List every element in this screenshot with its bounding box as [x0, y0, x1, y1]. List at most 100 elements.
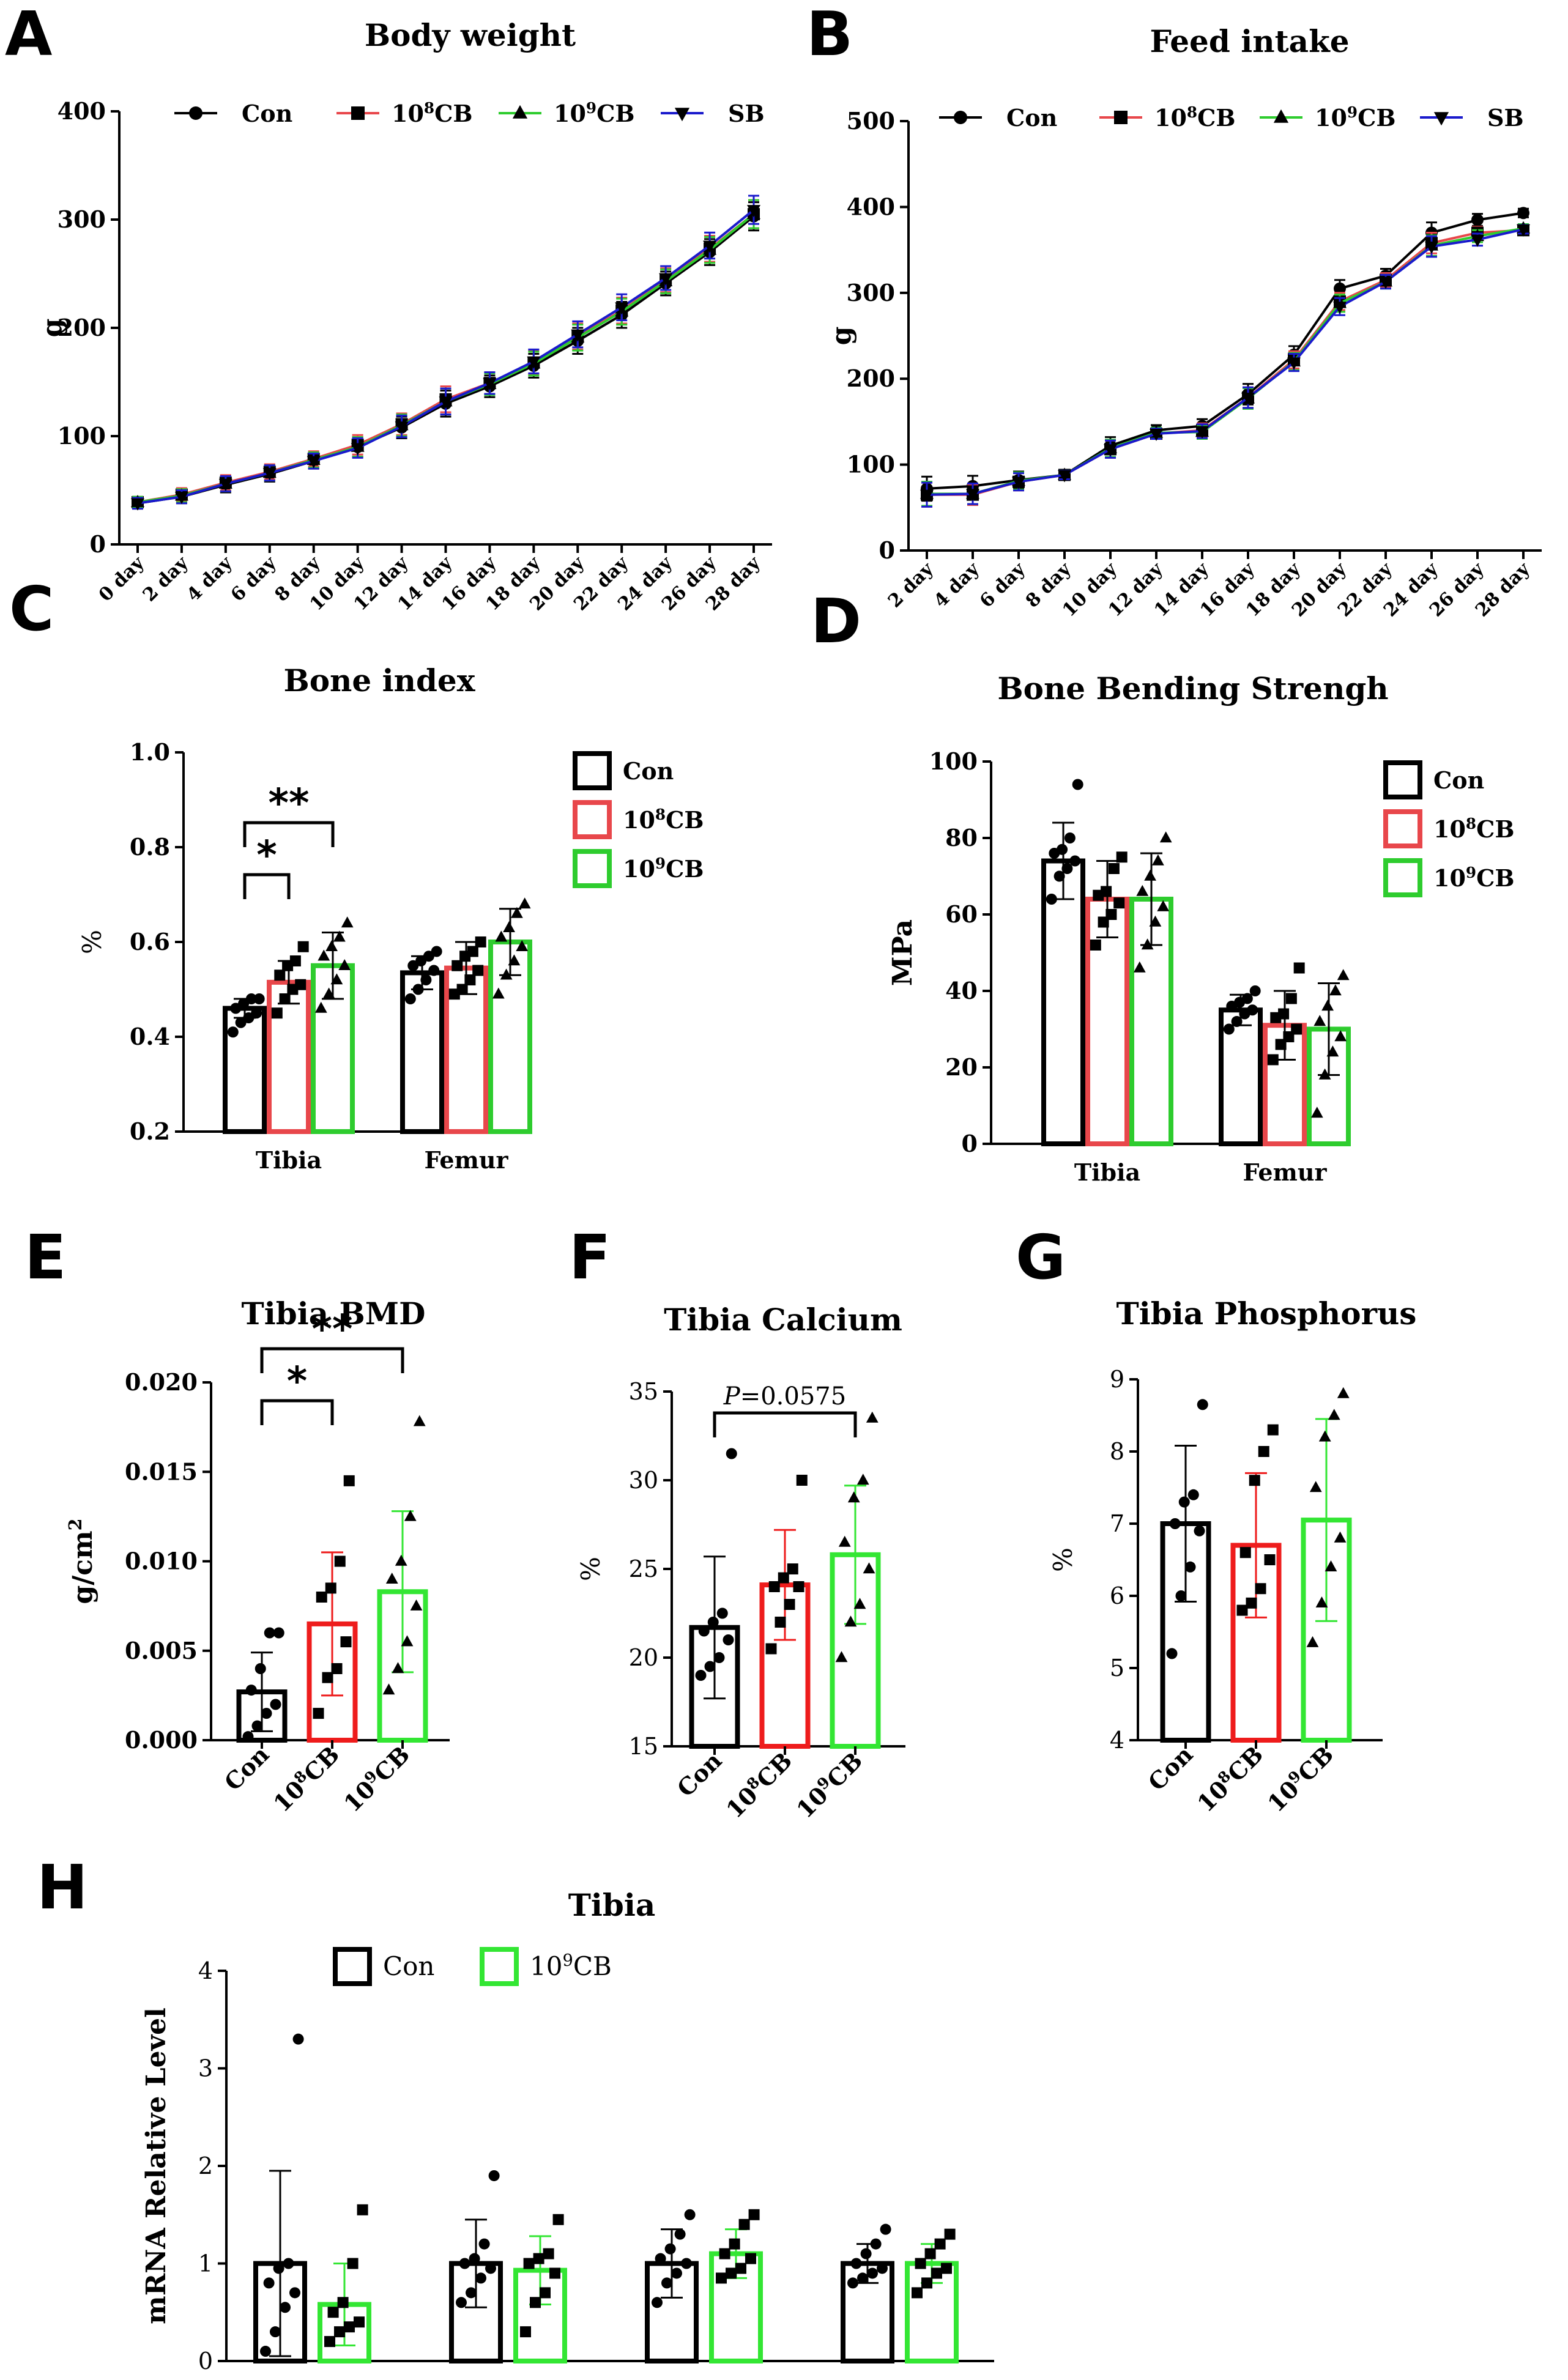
data-point-A-SB-4	[307, 456, 321, 469]
data-point-C-Con-0-0	[227, 1026, 239, 1038]
data-point-G-Con-0-3	[1194, 1525, 1205, 1537]
xtick-label-B-1: 4 day	[930, 558, 984, 612]
data-point-G-10^8CB-0-6	[1258, 1446, 1269, 1457]
data-point-G-10^8CB-0-7	[1267, 1424, 1279, 1436]
data-point-D-10^9CB-1-3	[1334, 1030, 1347, 1042]
chart-title-A: Body weight	[365, 17, 576, 53]
data-point-F-Con-0-0	[695, 1670, 707, 1681]
data-point-H-10^9CB-0-3	[354, 2316, 365, 2328]
data-point-H-Con-1-1	[466, 2287, 477, 2299]
data-point-D-10^9CB-1-2	[1326, 1045, 1339, 1057]
axis-C-ytick-label-4: 1.0	[130, 738, 170, 766]
data-point-H-10^9CB-0-1	[334, 2326, 345, 2338]
xtick-label-C-0: Tibia	[256, 1146, 322, 1174]
legend-label-H-1: 109CB	[530, 1951, 612, 1982]
data-point-H-10^9CB-3-2	[931, 2267, 942, 2279]
data-point-H-Con-3-4	[850, 2258, 862, 2269]
data-point-C-10^9CB-0-3	[338, 958, 351, 970]
data-point-D-Con-0-1	[1053, 870, 1065, 882]
data-point-H-Con-1-0	[456, 2297, 467, 2308]
data-point-D-Con-1-6	[1241, 993, 1253, 1004]
data-point-F-10^9CB-0-1	[844, 1615, 857, 1627]
data-point-F-10^8CB-0-7	[796, 1475, 808, 1486]
data-point-C-Con-1-7	[431, 946, 442, 957]
series-line-A-10^8CB	[137, 213, 755, 503]
data-point-G-10^9CB-0-6	[1328, 1409, 1340, 1420]
data-point-H-10^9CB-1-1	[530, 2297, 541, 2308]
sig-label-F-0: P=0.0575	[723, 1382, 846, 1411]
data-point-G-10^8CB-0-2	[1255, 1583, 1266, 1595]
data-point-H-10^9CB-3-0	[912, 2287, 923, 2299]
xtick-label-A-0: 0 day	[95, 552, 149, 606]
data-point-E-Con-0-4	[245, 1685, 257, 1696]
xtick-label-A-3: 6 day	[227, 552, 281, 606]
y-axis-label-G: %	[1048, 1548, 1078, 1572]
data-point-E-10^9CB-0-4	[385, 1572, 398, 1584]
data-point-A-SB-3	[262, 468, 277, 481]
sig-label-C-0: *	[256, 833, 277, 878]
axis-B-ytick-label-4: 400	[847, 193, 895, 220]
data-point-C-10^8CB-1-7	[475, 936, 486, 947]
data-point-G-10^8CB-0-1	[1246, 1597, 1257, 1609]
data-point-H-10^9CB-2-3	[745, 2253, 756, 2264]
series-line-A-SB	[137, 209, 755, 505]
data-point-G-10^9CB-0-3	[1334, 1531, 1347, 1543]
data-point-F-10^8CB-0-0	[765, 1643, 777, 1655]
data-point-A-SB-12	[659, 273, 673, 286]
data-point-H-10^9CB-1-5	[533, 2253, 544, 2264]
panel-letter-G: G	[1016, 1222, 1066, 1293]
panel-letter-D: D	[811, 585, 861, 657]
data-point-D-Con-0-6	[1064, 832, 1076, 843]
data-point-F-10^9CB-0-0	[835, 1651, 848, 1663]
xtick-label-H-2: BMP2	[664, 2376, 743, 2380]
data-point-D-10^9CB-1-5	[1321, 999, 1334, 1011]
panel-letter-B: B	[806, 0, 853, 70]
data-point-D-10^9CB-0-1	[1141, 938, 1154, 950]
y-axis-label-D: MPa	[887, 919, 918, 986]
data-point-H-10^9CB-0-7	[357, 2204, 368, 2215]
legend-label-D-1: 108CB	[1433, 815, 1514, 843]
data-point-B-SB-13	[1517, 224, 1530, 237]
legend-marker-A-3	[674, 108, 690, 122]
data-point-G-10^8CB-0-5	[1249, 1475, 1260, 1486]
data-point-A-SB-9	[527, 356, 541, 369]
data-point-A-SB-7	[439, 396, 453, 409]
data-point-G-10^9CB-0-5	[1318, 1430, 1331, 1442]
data-point-F-10^9CB-0-7	[866, 1411, 879, 1423]
axis-E-ytick-label-3: 0.015	[125, 1458, 198, 1485]
sig-bracket-F-0	[713, 1411, 857, 1437]
data-point-C-Con-1-2	[420, 974, 432, 985]
data-point-A-SB-14	[747, 205, 760, 218]
data-point-H-10^9CB-1-2	[540, 2287, 551, 2299]
data-point-H-10^9CB-1-4	[523, 2258, 535, 2269]
y-axis-label-E: g/cm2	[65, 1518, 98, 1604]
data-point-B-SB-3	[1058, 470, 1071, 483]
data-point-C-10^8CB-0-0	[271, 1007, 283, 1019]
data-point-C-10^8CB-0-1	[279, 993, 291, 1004]
data-point-H-10^9CB-1-6	[543, 2248, 554, 2260]
data-point-E-10^9CB-0-6	[404, 1510, 417, 1521]
data-point-D-10^9CB-0-2	[1149, 915, 1162, 927]
data-point-B-SB-11	[1425, 241, 1438, 254]
data-point-H-Con-3-2	[867, 2267, 878, 2279]
data-point-D-10^8CB-0-3	[1113, 897, 1125, 909]
data-point-H-10^9CB-0-0	[324, 2336, 335, 2348]
data-point-C-10^9CB-1-4	[495, 930, 508, 942]
data-point-B-SB-10	[1379, 276, 1392, 289]
data-point-H-Con-0-6	[283, 2258, 294, 2269]
data-point-C-10^9CB-0-0	[314, 1001, 327, 1013]
data-point-E-10^8CB-0-0	[313, 1708, 324, 1719]
legend-label-A-1: 108CB	[392, 99, 472, 128]
axis-G-ytick-label-4: 8	[1110, 1438, 1124, 1465]
data-point-G-10^9CB-0-0	[1306, 1636, 1319, 1647]
data-point-H-Con-3-0	[847, 2277, 858, 2289]
data-point-H-10^9CB-3-5	[924, 2248, 936, 2260]
data-point-F-10^8CB-0-4	[768, 1581, 780, 1592]
data-point-B-SB-7	[1241, 393, 1255, 406]
data-point-D-10^9CB-0-4	[1136, 884, 1149, 896]
data-point-F-10^9CB-0-2	[853, 1598, 866, 1609]
data-point-D-10^9CB-1-6	[1329, 984, 1342, 996]
data-point-D-Con-1-3	[1247, 1004, 1258, 1016]
data-point-E-10^9CB-0-2	[401, 1635, 414, 1647]
xtick-label-F-0: Con	[672, 1747, 727, 1803]
